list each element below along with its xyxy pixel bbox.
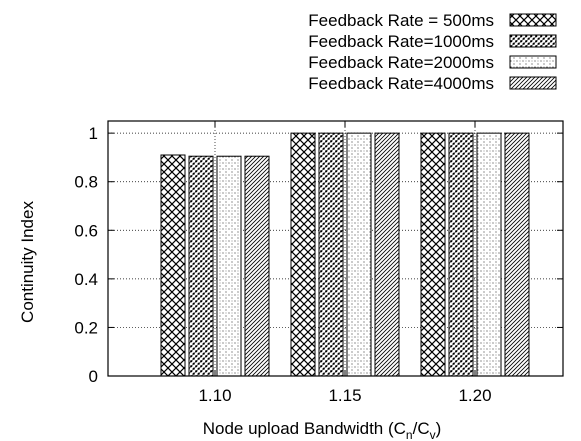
x-axis-title-sub-v: v [430, 428, 436, 441]
bar-diagonal [244, 155, 270, 377]
plot-frame [107, 120, 564, 377]
bar-dense-dots [448, 132, 474, 377]
bar-crosshatch [420, 132, 446, 377]
legend-swatch-diagonal [509, 76, 557, 90]
bar-crosshatch [160, 154, 186, 377]
y-axis-title: Continuity Index [18, 201, 37, 323]
bar-sparse-dots [476, 132, 502, 377]
x-axis-title-mid: /C [413, 419, 430, 438]
x-tick-label: 1.15 [328, 386, 361, 405]
legend-label: Feedback Rate = 500ms [308, 11, 494, 30]
legend-swatch-sparse-dots [509, 55, 557, 69]
y-tick-label: 1 [89, 124, 98, 143]
x-axis-ticks: 1.10 1.15 1.20 [198, 121, 492, 405]
x-tick-label: 1.20 [458, 386, 491, 405]
legend-swatch-crosshatch [509, 13, 557, 27]
bars [160, 132, 530, 377]
x-axis-title: Node upload Bandwidth (Cn/Cv) [203, 419, 442, 441]
bar-crosshatch [290, 132, 316, 377]
legend-label: Feedback Rate=2000ms [308, 53, 494, 72]
y-tick-label: 0.8 [74, 173, 98, 192]
bar-diagonal [504, 132, 530, 377]
y-tick-label: 0.4 [74, 270, 98, 289]
bar-dense-dots [188, 155, 214, 377]
bar-sparse-dots [346, 132, 372, 377]
y-tick-label: 0.6 [74, 221, 98, 240]
bar-sparse-dots [216, 155, 242, 377]
x-axis-title-main: Node upload Bandwidth (C [203, 419, 406, 438]
y-tick-label: 0 [89, 367, 98, 386]
y-tick-label: 0.2 [74, 318, 98, 337]
x-tick-label: 1.10 [198, 386, 231, 405]
legend-label: Feedback Rate=4000ms [308, 74, 494, 93]
bar-dense-dots [318, 132, 344, 377]
x-axis-title-end: ) [436, 419, 442, 438]
x-axis-title-sub-n: n [406, 428, 413, 441]
legend-swatch-dense-dots [509, 34, 557, 48]
legend-label: Feedback Rate=1000ms [308, 32, 494, 51]
bar-diagonal [374, 132, 400, 377]
y-axis-ticks: 0 0.2 0.4 0.6 0.8 1 [74, 124, 563, 386]
legend: Feedback Rate = 500ms Feedback Rate=1000m… [308, 11, 557, 93]
